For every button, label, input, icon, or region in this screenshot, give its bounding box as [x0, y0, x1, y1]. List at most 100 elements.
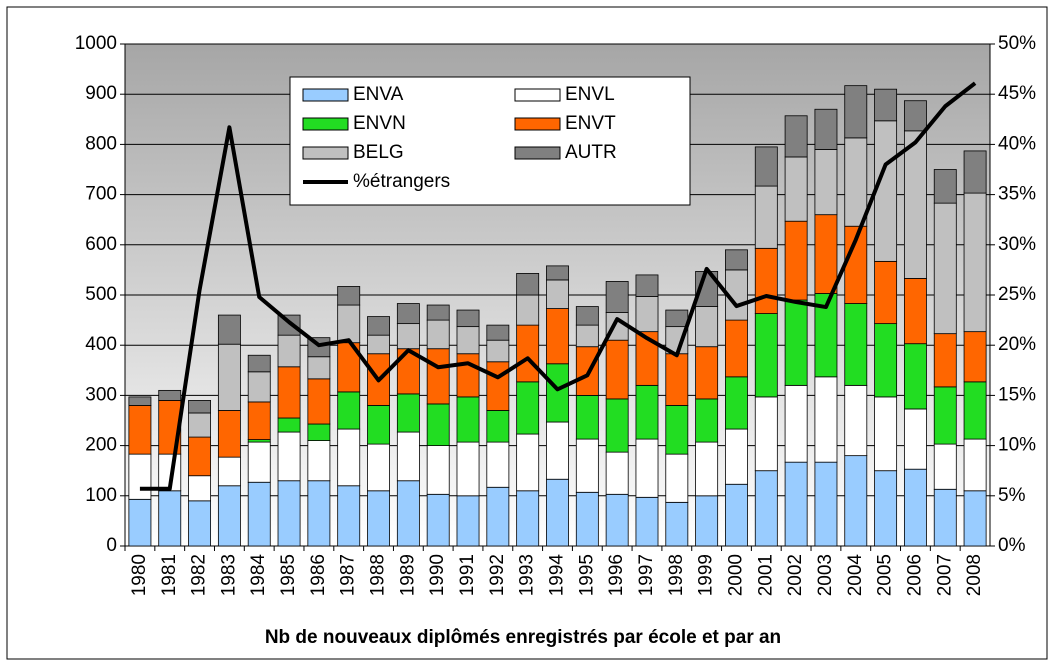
- bar-segment: [814, 149, 838, 216]
- x-tick-label: 1995: [576, 554, 597, 596]
- bar-segment: [754, 470, 778, 547]
- x-tick-label: 1999: [696, 554, 717, 596]
- x-tick-label: 1987: [338, 554, 359, 596]
- x-tick-label: 1993: [517, 554, 538, 596]
- bar-segment: [814, 214, 838, 294]
- x-tick-label: 1980: [129, 554, 150, 596]
- y2-tick-label: 10%: [998, 435, 1036, 456]
- y2-tick-label: 15%: [998, 384, 1036, 405]
- y2-tick-label: 0%: [998, 535, 1026, 556]
- bar-segment: [337, 485, 361, 547]
- bar-segment: [128, 498, 152, 547]
- y2-tick-label: 25%: [998, 284, 1036, 305]
- bar-segment: [635, 384, 659, 440]
- bar-segment: [844, 303, 868, 386]
- y-tick-label: 900: [85, 83, 117, 104]
- bar-segment: [754, 146, 778, 187]
- bar-segment: [188, 412, 212, 438]
- bar-segment: [277, 480, 301, 547]
- bar-segment: [486, 361, 510, 411]
- bar-segment: [337, 304, 361, 344]
- bar-segment: [963, 438, 987, 492]
- bar-segment: [903, 278, 927, 345]
- x-tick-label: 1989: [397, 554, 418, 596]
- bar-segment: [516, 490, 540, 547]
- bar-segment: [844, 384, 868, 457]
- y-tick-label: 300: [85, 384, 117, 405]
- bar-segment: [426, 348, 450, 405]
- x-tick-label: 2001: [755, 554, 776, 596]
- bar-segment: [247, 481, 271, 547]
- x-axis-label: Nb de nouveaux diplômés enregistrés par …: [265, 627, 781, 648]
- bar-segment: [247, 401, 271, 440]
- bar-segment: [396, 431, 420, 482]
- bar-segment: [158, 490, 182, 547]
- bar-segment: [903, 408, 927, 470]
- bar-segment: [784, 156, 808, 222]
- bar-segment: [903, 343, 927, 410]
- x-tick-label: 1996: [606, 554, 627, 596]
- bar-segment: [665, 309, 689, 328]
- bar-segment: [367, 334, 390, 355]
- y-tick-label: 1000: [75, 33, 117, 54]
- y-tick-label: 400: [85, 334, 117, 355]
- bar-segment: [516, 381, 540, 435]
- bar-segment: [486, 410, 510, 443]
- legend-swatch: [302, 88, 349, 102]
- bar-segment: [546, 421, 569, 480]
- bar-segment: [605, 281, 629, 313]
- bar-segment: [695, 346, 719, 400]
- bar-segment: [486, 486, 510, 547]
- y-tick-label: 100: [85, 485, 117, 506]
- bar-segment: [963, 192, 987, 333]
- bar-segment: [516, 433, 540, 492]
- y2-tick-label: 45%: [998, 83, 1036, 104]
- bar-segment: [605, 493, 629, 547]
- legend-label: ENVL: [565, 84, 615, 105]
- bar-segment: [128, 453, 152, 500]
- legend-label: ENVN: [353, 113, 406, 134]
- bar-segment: [635, 274, 659, 297]
- y2-tick-label: 40%: [998, 133, 1036, 154]
- bar-segment: [933, 443, 957, 490]
- bar-segment: [247, 441, 271, 483]
- bar-segment: [695, 398, 719, 443]
- bar-segment: [456, 326, 480, 355]
- bar-segment: [367, 316, 390, 336]
- bar-segment: [367, 490, 390, 547]
- bar-segment: [725, 428, 748, 485]
- y-tick-label: 200: [85, 435, 117, 456]
- bar-segment: [546, 279, 569, 309]
- bar-segment: [963, 150, 987, 194]
- bar-segment: [933, 169, 957, 204]
- x-tick-label: 1988: [368, 554, 389, 596]
- bar-segment: [784, 461, 808, 547]
- bar-segment: [575, 306, 599, 326]
- x-tick-label: 1984: [248, 554, 269, 597]
- bar-segment: [217, 485, 241, 547]
- bar-segment: [963, 331, 987, 383]
- legend-swatch: [514, 117, 561, 131]
- bar-segment: [426, 319, 450, 350]
- x-tick-label: 1983: [218, 554, 239, 596]
- bar-segment: [874, 88, 898, 122]
- bar-segment: [396, 303, 420, 325]
- bar-segment: [546, 363, 569, 423]
- legend-swatch: [302, 117, 349, 131]
- bar-segment: [903, 130, 927, 279]
- x-tick-label: 1990: [427, 554, 448, 596]
- bar-segment: [396, 323, 420, 350]
- bar-segment: [784, 115, 808, 158]
- bar-segment: [277, 334, 301, 368]
- bar-segment: [814, 108, 838, 150]
- bar-segment: [307, 480, 331, 547]
- x-tick-label: 2003: [815, 554, 836, 596]
- bar-segment: [635, 496, 659, 547]
- bar-segment: [217, 456, 241, 487]
- bar-segment: [933, 202, 957, 335]
- bar-segment: [874, 470, 898, 547]
- bar-segment: [456, 353, 480, 398]
- bar-segment: [725, 319, 748, 378]
- x-tick-label: 1982: [189, 554, 210, 596]
- bar-segment: [605, 398, 629, 453]
